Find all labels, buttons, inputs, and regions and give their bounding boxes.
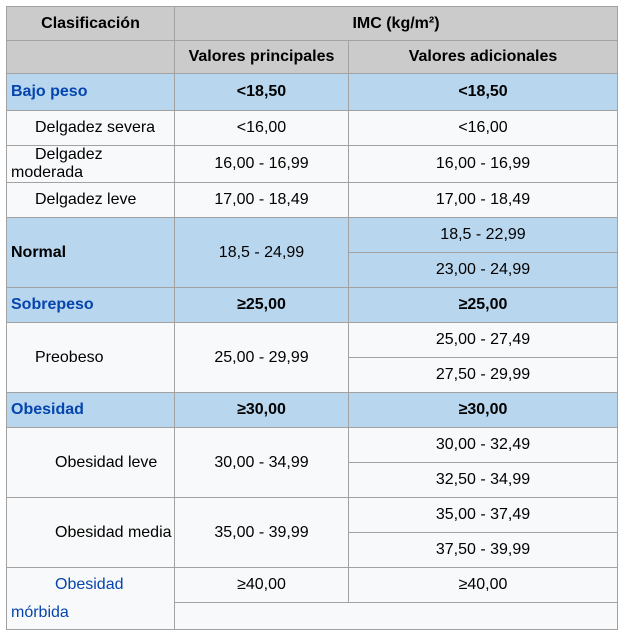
normal-label: Normal bbox=[6, 217, 175, 288]
delgadez-leve-additional: 17,00 - 18,49 bbox=[347, 182, 619, 218]
obesidad-morbida-principal: ≥40,00 bbox=[174, 567, 349, 603]
row-normal: Normal 18,5 - 24,99 18,5 - 22,99 bbox=[6, 217, 619, 288]
obesidad-morbida-label-cell: Obesidad mórbida bbox=[6, 567, 175, 630]
obesidad-principal: ≥30,00 bbox=[174, 392, 349, 428]
header-empty-cell bbox=[6, 40, 175, 74]
delgadez-moderada-principal: 16,00 - 16,99 bbox=[174, 145, 349, 183]
obesidad-leve-principal: 30,00 - 34,99 bbox=[174, 427, 349, 498]
row-preobeso: Preobeso 25,00 - 29,99 25,00 - 27,49 bbox=[6, 322, 619, 393]
obesidad-link[interactable]: Obesidad bbox=[11, 401, 84, 418]
delgadez-moderada-additional: 16,00 - 16,99 bbox=[347, 145, 619, 183]
obesidad-morbida-link[interactable]: Obesidad mórbida bbox=[11, 576, 124, 621]
row-bajo-peso: Bajo peso <18,50 <18,50 bbox=[6, 73, 619, 111]
obesidad-media-additional-1: 35,00 - 37,49 bbox=[347, 497, 619, 533]
delgadez-severa-label: Delgadez severa bbox=[6, 110, 175, 146]
obesidad-media-label: Obesidad media bbox=[6, 497, 175, 568]
header-valores-adicionales: Valores adicionales bbox=[347, 40, 619, 74]
row-obesidad-media-sub: 37,50 - 39,99 bbox=[7, 532, 619, 568]
delgadez-leve-label: Delgadez leve bbox=[6, 182, 175, 218]
obesidad-media-additional-2: 37,50 - 39,99 bbox=[347, 532, 619, 568]
obesidad-additional: ≥30,00 bbox=[347, 392, 619, 428]
obesidad-media-principal: 35,00 - 39,99 bbox=[174, 497, 349, 568]
obesidad-leve-additional-1: 30,00 - 32,49 bbox=[347, 427, 619, 463]
obesidad-leve-label: Obesidad leve bbox=[6, 427, 175, 498]
normal-additional-2: 23,00 - 24,99 bbox=[347, 252, 619, 288]
delgadez-moderada-label: Delgadez moderada bbox=[6, 145, 175, 183]
row-obesidad-media: Obesidad media 35,00 - 39,99 35,00 - 37,… bbox=[6, 497, 619, 568]
sobrepeso-link[interactable]: Sobrepeso bbox=[11, 296, 94, 313]
obesidad-morbida-additional: ≥40,00 bbox=[347, 567, 619, 603]
sobrepeso-label-cell: Sobrepeso bbox=[6, 287, 175, 323]
header-row-1: Clasificación IMC (kg/m²) bbox=[6, 6, 619, 41]
preobeso-additional-1: 25,00 - 27,49 bbox=[347, 322, 619, 358]
preobeso-label: Preobeso bbox=[6, 322, 175, 393]
preobeso-principal: 25,00 - 29,99 bbox=[174, 322, 349, 393]
row-obesidad: Obesidad ≥30,00 ≥30,00 bbox=[6, 392, 619, 428]
bajo-peso-additional: <18,50 bbox=[347, 73, 619, 111]
normal-principal: 18,5 - 24,99 bbox=[174, 217, 349, 288]
header-imc: IMC (kg/m²) bbox=[173, 6, 619, 41]
imc-classification-table: Clasificación IMC (kg/m²) Valores princi… bbox=[6, 6, 619, 630]
bajo-peso-label-cell: Bajo peso bbox=[6, 73, 175, 111]
row-delgadez-moderada: Delgadez moderada 16,00 - 16,99 16,00 - … bbox=[6, 145, 619, 183]
row-delgadez-severa: Delgadez severa <16,00 <16,00 bbox=[6, 110, 619, 146]
normal-additional-1: 18,5 - 22,99 bbox=[347, 217, 619, 253]
row-obesidad-leve: Obesidad leve 30,00 - 34,99 30,00 - 32,4… bbox=[6, 427, 619, 498]
bottom-empty-cell bbox=[173, 602, 619, 630]
row-preobeso-sub: 27,50 - 29,99 bbox=[7, 357, 619, 393]
row-bottom-empty bbox=[7, 602, 619, 630]
delgadez-leve-principal: 17,00 - 18,49 bbox=[174, 182, 349, 218]
row-normal-sub: 23,00 - 24,99 bbox=[7, 252, 619, 288]
sobrepeso-additional: ≥25,00 bbox=[347, 287, 619, 323]
bajo-peso-link[interactable]: Bajo peso bbox=[11, 83, 88, 100]
sobrepeso-principal: ≥25,00 bbox=[174, 287, 349, 323]
row-delgadez-leve: Delgadez leve 17,00 - 18,49 17,00 - 18,4… bbox=[6, 182, 619, 218]
header-row-2: Valores principales Valores adicionales bbox=[6, 40, 619, 74]
obesidad-label-cell: Obesidad bbox=[6, 392, 175, 428]
preobeso-additional-2: 27,50 - 29,99 bbox=[347, 357, 619, 393]
obesidad-leve-additional-2: 32,50 - 34,99 bbox=[347, 462, 619, 498]
bajo-peso-principal: <18,50 bbox=[174, 73, 349, 111]
delgadez-severa-additional: <16,00 bbox=[347, 110, 619, 146]
header-classification: Clasificación bbox=[6, 6, 175, 41]
row-sobrepeso: Sobrepeso ≥25,00 ≥25,00 bbox=[6, 287, 619, 323]
row-obesidad-morbida: Obesidad mórbida ≥40,00 ≥40,00 bbox=[6, 567, 619, 630]
header-valores-principales: Valores principales bbox=[174, 40, 349, 74]
delgadez-severa-principal: <16,00 bbox=[174, 110, 349, 146]
